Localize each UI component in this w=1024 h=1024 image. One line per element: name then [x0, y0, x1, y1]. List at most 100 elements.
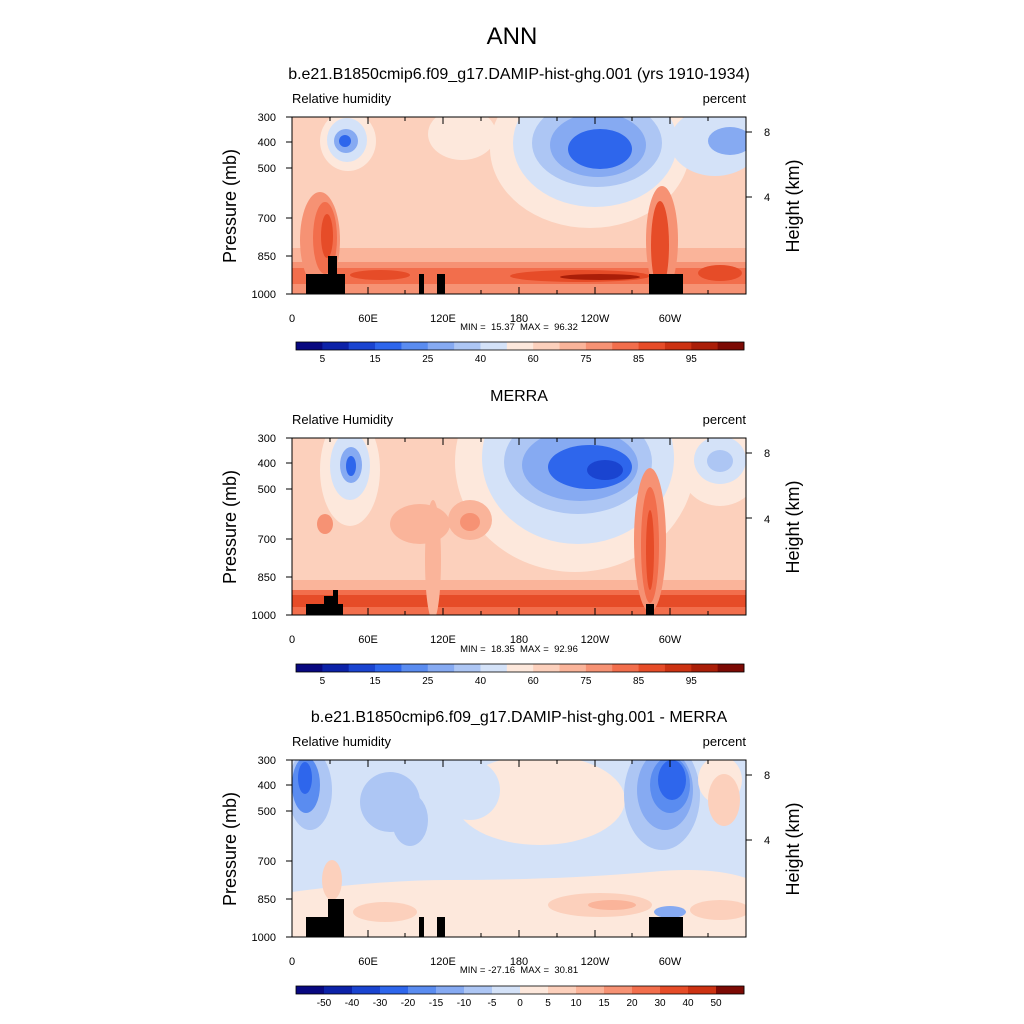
colorbar-swatch [427, 342, 455, 350]
colorbar-swatch [533, 664, 560, 672]
colorbar-swatch [559, 342, 587, 350]
y-tick-label: 300 [258, 755, 276, 767]
colorbar-swatch [322, 664, 350, 672]
tick-marks [286, 116, 752, 295]
units-label: percent [703, 91, 747, 106]
y-tick-label: 1000 [252, 932, 276, 944]
colorbar-label: 75 [580, 676, 592, 687]
colorbar-label: 20 [626, 998, 638, 1009]
colorbar-label: -50 [317, 998, 332, 1009]
colorbar-swatch [380, 986, 409, 994]
colorbar-swatch [348, 664, 376, 672]
y-right-tick-label: 4 [764, 835, 770, 847]
colorbar-swatch [638, 342, 666, 350]
colorbar-label: 75 [580, 354, 592, 365]
x-tick-label: 0 [289, 956, 295, 968]
colorbar-swatch [717, 342, 745, 350]
colorbar-swatch [464, 986, 493, 994]
colorbar-label: 40 [475, 676, 487, 687]
colorbar-swatch [296, 664, 323, 672]
x-tick-label: 0 [289, 313, 295, 325]
y-axis-label: Pressure (mb) [220, 470, 240, 584]
panel-title: b.e21.B1850cmip6.f09_g17.DAMIP-hist-ghg.… [311, 709, 728, 726]
y-tick-label: 300 [258, 112, 276, 124]
colorbar: 5 15 25 40 60 75 85 95 [295, 341, 745, 365]
colorbar-label: 95 [686, 676, 698, 687]
y-tick-label: 400 [258, 458, 276, 470]
y-tick-label: 400 [258, 137, 276, 149]
figure-title: ANN [487, 23, 538, 50]
units-label: percent [703, 734, 747, 749]
x-tick-label: 120E [430, 956, 456, 968]
colorbar-label: 85 [633, 676, 645, 687]
colorbar-swatch [548, 986, 577, 994]
contour-field [292, 760, 746, 937]
y-tick-label: 500 [258, 163, 276, 175]
y-right-tick-label: 8 [764, 770, 770, 782]
colorbar-swatch [480, 664, 508, 672]
colorbar-swatch [408, 986, 437, 994]
colorbar-swatch [612, 342, 639, 350]
colorbar-swatch [691, 342, 719, 350]
colorbar-label: 60 [528, 354, 540, 365]
colorbar-swatch [436, 986, 465, 994]
panel-title: MERRA [490, 388, 548, 405]
colorbar: 5 15 25 40 60 75 85 95 [295, 663, 745, 687]
colorbar-swatch [296, 342, 323, 350]
colorbar-label: -40 [345, 998, 360, 1009]
colorbar-label: 50 [710, 998, 722, 1009]
colorbar-swatch [664, 664, 692, 672]
panel-title: b.e21.B1850cmip6.f09_g17.DAMIP-hist-ghg.… [288, 66, 750, 83]
units-label: percent [703, 412, 747, 427]
colorbar-label: 85 [633, 354, 645, 365]
x-tick-label: 120W [581, 634, 610, 646]
tick-marks [286, 437, 752, 616]
colorbar-frame [295, 985, 745, 995]
colorbar-swatch [375, 664, 402, 672]
x-tick-label: 60W [659, 313, 682, 325]
colorbar-swatch [375, 342, 402, 350]
y-tick-label: 700 [258, 856, 276, 868]
x-tick-label: 120E [430, 313, 456, 325]
colorbar-swatch [401, 342, 429, 350]
colorbar-label: 15 [369, 676, 381, 687]
colorbar-label: 30 [654, 998, 666, 1009]
panel-model: b.e21.B1850cmip6.f09_g17.DAMIP-hist-ghg.… [220, 66, 803, 365]
min-max-label: MIN = 18.35 MAX = 92.96 [460, 644, 578, 655]
y-tick-label: 500 [258, 484, 276, 496]
colorbar-swatch [533, 342, 560, 350]
y-tick-label: 500 [258, 806, 276, 818]
x-tick-label: 180 [510, 313, 528, 325]
y-tick-label: 1000 [252, 289, 276, 301]
colorbar-swatch [506, 664, 534, 672]
variable-label: Relative humidity [292, 734, 391, 749]
x-tick-label: 60E [358, 956, 378, 968]
colorbar-swatch [691, 664, 719, 672]
panel-observations: MERRA Relative Humidity percent [220, 388, 803, 687]
panel-difference: b.e21.B1850cmip6.f09_g17.DAMIP-hist-ghg.… [220, 709, 803, 1009]
colorbar-label: 40 [682, 998, 694, 1009]
colorbar-swatch [604, 986, 633, 994]
y-tick-label: 850 [258, 251, 276, 263]
colorbar-swatch [352, 986, 381, 994]
colorbar-swatch [322, 342, 350, 350]
colorbar-swatch [454, 664, 481, 672]
min-max-label: MIN = -27.16 MAX = 30.81 [460, 965, 578, 976]
colorbar-swatch [506, 342, 534, 350]
tick-marks [286, 759, 752, 938]
colorbar-swatch [427, 664, 455, 672]
y-tick-label: 1000 [252, 610, 276, 622]
colorbar-label: 5 [320, 676, 326, 687]
x-tick-label: 180 [510, 956, 528, 968]
colorbar-label: 15 [369, 354, 381, 365]
colorbar-swatch [401, 664, 429, 672]
colorbar-label: 25 [422, 354, 434, 365]
colorbar-label: 0 [517, 998, 523, 1009]
y-right-tick-label: 8 [764, 127, 770, 139]
colorbar-label: 5 [545, 998, 551, 1009]
colorbar-label: -30 [373, 998, 388, 1009]
x-tick-label: 60W [659, 634, 682, 646]
colorbar-swatch [324, 986, 353, 994]
y-right-tick-label: 4 [764, 192, 770, 204]
